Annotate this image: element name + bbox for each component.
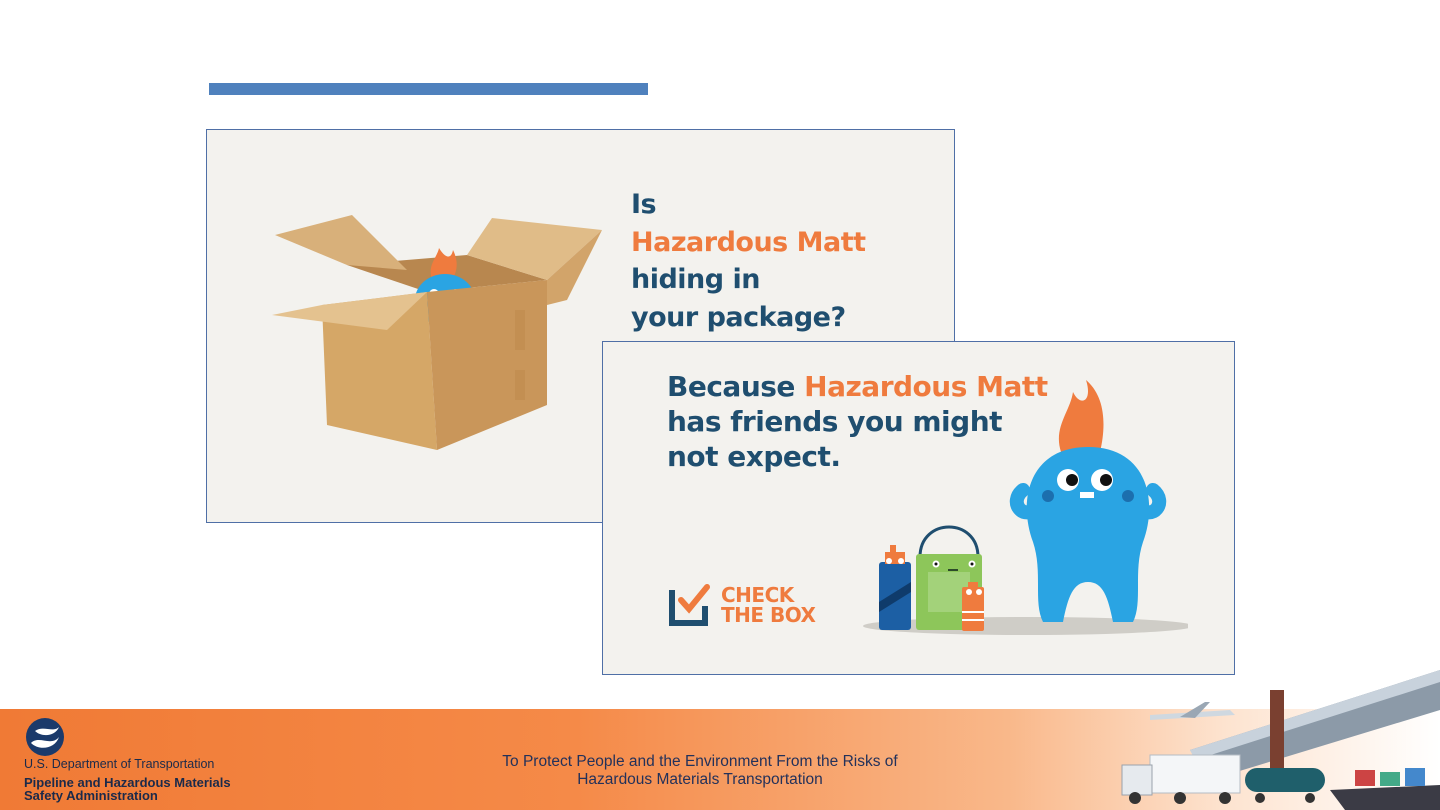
dot-logo-icon xyxy=(26,718,64,756)
battery-icon xyxy=(962,582,984,631)
headline-line: hiding in xyxy=(631,264,760,295)
org-name: U.S. Department of Transportation xyxy=(24,757,215,771)
hazardous-matt-icon xyxy=(1009,380,1167,622)
check-the-box-badge: CHECK THE BOX xyxy=(669,583,816,627)
headline-name: Hazardous Matt xyxy=(804,370,1048,403)
friends-headline: Because Hazardous Matt has friends you m… xyxy=(667,369,1048,474)
agency-line: Pipeline and Hazardous Materials xyxy=(24,775,231,790)
package-question-headline: Is Hazardous Matt hiding in your package… xyxy=(631,186,866,336)
mission-line: To Protect People and the Environment Fr… xyxy=(502,753,898,770)
headline-line: Is xyxy=(631,189,657,220)
headline-line: not expect. xyxy=(667,440,841,473)
cardboard-box-icon xyxy=(272,215,602,450)
headline-line: has friends you might xyxy=(667,405,1003,438)
transport-montage-icon xyxy=(1121,670,1440,810)
spray-can-icon xyxy=(879,545,911,630)
check-box-icon xyxy=(669,584,710,626)
badge-line: THE BOX xyxy=(721,603,816,627)
friends-illustration xyxy=(863,380,1188,635)
agency-name: Pipeline and Hazardous Materials Safety … xyxy=(24,776,231,802)
headline-line: your package? xyxy=(631,301,846,333)
badge-line: CHECK xyxy=(721,583,794,607)
headline-line-name: Hazardous Matt xyxy=(631,226,866,258)
hazardous-matt-friends-card: Because Hazardous Matt has friends you m… xyxy=(602,341,1235,675)
headline-start: Because xyxy=(667,370,805,403)
title-accent-bar xyxy=(209,83,648,95)
mission-statement: To Protect People and the Environment Fr… xyxy=(400,753,1000,789)
agency-line: Safety Administration xyxy=(24,788,158,803)
hazardous-matt-package-card: Is Hazardous Matt hiding in your package… xyxy=(206,129,955,523)
mission-line: Hazardous Materials Transportation xyxy=(577,771,823,788)
